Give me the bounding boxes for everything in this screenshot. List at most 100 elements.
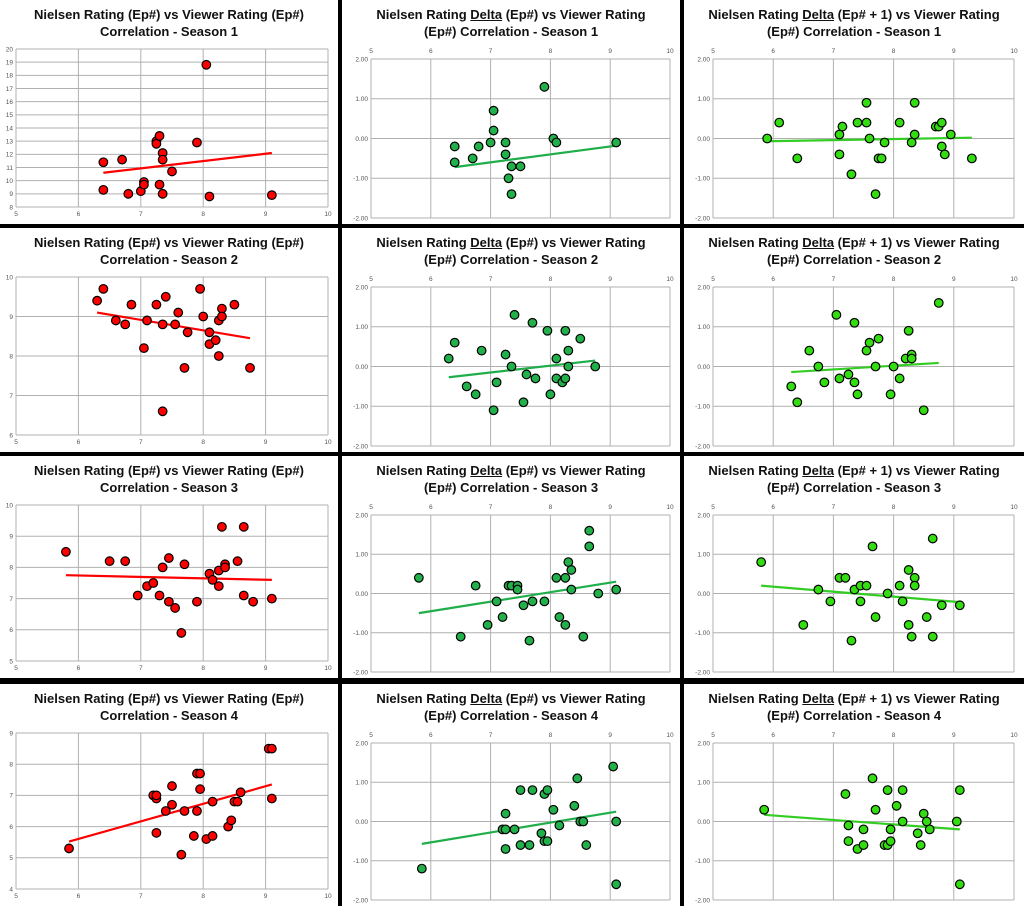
- y-tick-label: -2.00: [353, 897, 368, 904]
- data-point: [909, 129, 920, 140]
- x-tick-label: 6: [771, 276, 775, 283]
- data-point: [891, 800, 902, 811]
- x-tick-label: 5: [14, 665, 18, 672]
- title-text: (Ep# + 1) vs Viewer Rating: [834, 235, 1000, 250]
- y-tick-label: 1.00: [355, 552, 368, 559]
- data-point: [939, 149, 950, 160]
- chart-panel-raw-s1: Nielsen Rating (Ep#) vs Viewer Rating (E…: [0, 0, 338, 224]
- data-point: [485, 137, 496, 148]
- data-point: [837, 121, 848, 132]
- x-tick-label: 8: [549, 276, 553, 283]
- data-point: [560, 572, 571, 583]
- data-point: [266, 793, 277, 804]
- x-tick-label: 8: [201, 665, 205, 672]
- data-point: [217, 521, 227, 532]
- data-point: [192, 596, 202, 607]
- x-tick-label: 10: [666, 276, 674, 283]
- y-tick-label: 2.00: [355, 512, 368, 519]
- chart-title: Nielsen Rating (Ep#) vs Viewer Rating (E…: [0, 234, 338, 268]
- data-point: [506, 189, 517, 200]
- y-tick-label: 2.00: [355, 56, 368, 63]
- data-point: [843, 369, 854, 380]
- title-line-2: (Ep#) Correlation - Season 3: [766, 480, 942, 495]
- data-point: [843, 836, 854, 847]
- data-point: [903, 565, 914, 575]
- title-text: (Ep#) vs Viewer Rating: [502, 7, 646, 22]
- data-point: [954, 879, 965, 890]
- data-point: [834, 129, 845, 140]
- y-tick-label: -1.00: [695, 176, 710, 183]
- data-point: [951, 816, 962, 827]
- data-point: [488, 125, 499, 136]
- chart-panel-delta-s1: Nielsen Rating Delta (Ep#) vs Viewer Rat…: [342, 0, 680, 224]
- data-point: [266, 743, 277, 754]
- x-tick-label: 8: [549, 504, 553, 511]
- x-tick-label: 9: [264, 439, 268, 446]
- trendline: [761, 584, 960, 604]
- y-tick-label: 10: [6, 178, 14, 185]
- data-point: [488, 105, 499, 116]
- title-underlined: Delta: [802, 235, 835, 250]
- data-point: [151, 827, 162, 838]
- y-tick-label: 6: [9, 432, 13, 439]
- data-point: [167, 166, 177, 177]
- data-point: [509, 824, 520, 835]
- data-point: [936, 117, 947, 128]
- data-point: [885, 824, 896, 835]
- data-point: [64, 843, 74, 854]
- x-tick-label: 9: [608, 48, 612, 55]
- title-text: Nielsen Rating: [708, 235, 803, 250]
- data-point: [870, 361, 881, 372]
- data-point: [518, 600, 529, 611]
- chart-panel-raw-s2: Nielsen Rating (Ep#) vs Viewer Rating (E…: [0, 228, 338, 452]
- x-tick-label: 7: [832, 732, 836, 739]
- data-point: [467, 153, 478, 164]
- data-point: [566, 565, 577, 575]
- data-point: [792, 153, 803, 164]
- chart-title: Nielsen Rating Delta (Ep# + 1) vs Viewer…: [684, 234, 1024, 268]
- data-point: [870, 189, 881, 200]
- data-point: [157, 319, 168, 330]
- data-point: [819, 377, 830, 388]
- title-line-2: (Ep#) Correlation - Season 1: [766, 24, 942, 39]
- x-tick-label: 10: [1010, 732, 1018, 739]
- x-tick-label: 9: [952, 732, 956, 739]
- title-line-2: (Ep#) Correlation - Season 2: [766, 252, 942, 267]
- y-tick-label: 0.00: [355, 364, 368, 371]
- title-underlined: Delta: [470, 463, 503, 478]
- data-point: [861, 345, 872, 356]
- data-point: [154, 590, 165, 601]
- data-point: [235, 787, 246, 798]
- data-point: [449, 157, 460, 168]
- data-point: [198, 311, 209, 322]
- x-tick-label: 8: [201, 211, 205, 218]
- data-point: [192, 137, 202, 148]
- data-point: [954, 600, 965, 611]
- x-tick-label: 5: [711, 732, 715, 739]
- title-underlined: Delta: [802, 463, 835, 478]
- y-tick-label: -2.00: [695, 443, 710, 450]
- y-tick-label: 2.00: [355, 740, 368, 747]
- data-point: [563, 345, 574, 356]
- data-point: [852, 389, 863, 400]
- x-tick-label: 9: [952, 276, 956, 283]
- y-tick-label: 0.00: [355, 591, 368, 598]
- x-tick-label: 9: [264, 211, 268, 218]
- x-tick-label: 5: [369, 504, 373, 511]
- y-tick-label: 16: [6, 99, 14, 106]
- data-point: [885, 389, 896, 400]
- data-point: [204, 327, 215, 338]
- scatter-plot: -2.00 -1.00 0.00 1.00 2.005 6 7 8 9 10: [353, 276, 674, 450]
- title-line-2: Correlation - Season 1: [100, 24, 238, 39]
- scatter-plot: -2.00 -1.00 0.00 1.00 2.005 6 7 8 9 10: [353, 732, 674, 904]
- data-point: [542, 836, 553, 847]
- data-point: [470, 580, 481, 591]
- x-tick-label: 5: [711, 48, 715, 55]
- data-point: [123, 188, 134, 199]
- data-point: [843, 820, 854, 831]
- data-point: [804, 345, 815, 356]
- y-tick-label: -1.00: [353, 176, 368, 183]
- data-point: [852, 117, 863, 128]
- y-tick-label: 1.00: [697, 780, 710, 787]
